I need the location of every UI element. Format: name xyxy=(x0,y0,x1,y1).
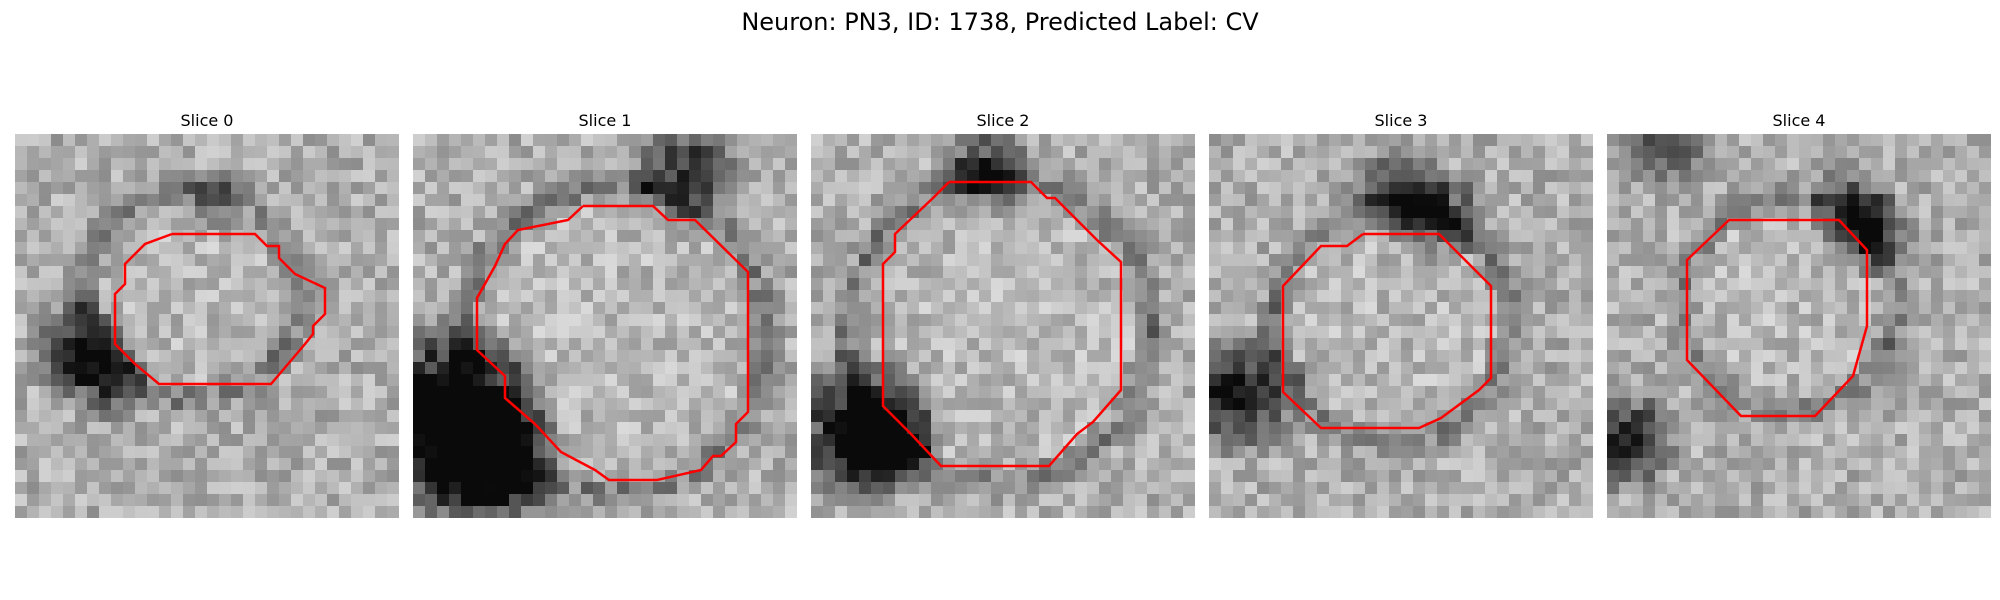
slice-image xyxy=(15,134,399,518)
slice-image xyxy=(811,134,1195,518)
contour-overlay xyxy=(1685,218,1869,418)
slice-image xyxy=(1607,134,1991,518)
slice-title: Slice 1 xyxy=(578,111,632,130)
slice-title: Slice 3 xyxy=(1374,111,1428,130)
contour-overlay xyxy=(881,180,1123,468)
slice-panel-3: Slice 3 xyxy=(1209,110,1593,518)
slice-title: Slice 4 xyxy=(1772,111,1826,130)
cell-contour-outline xyxy=(113,232,327,386)
cell-contour-outline xyxy=(1281,232,1493,430)
slice-image xyxy=(1209,134,1593,518)
slice-title: Slice 2 xyxy=(976,111,1030,130)
contour-overlay xyxy=(475,204,750,482)
cell-contour-outline xyxy=(881,180,1123,468)
figure-title: Neuron: PN3, ID: 1738, Predicted Label: … xyxy=(741,8,1259,36)
contour-overlay xyxy=(1281,232,1493,430)
slice-panel-1: Slice 1 xyxy=(413,110,797,518)
slice-panel-2: Slice 2 xyxy=(811,110,1195,518)
cell-contour-outline xyxy=(1685,218,1869,418)
slice-panel-4: Slice 4 xyxy=(1607,110,1991,518)
contour-overlay xyxy=(113,232,327,386)
slice-panel-0: Slice 0 xyxy=(15,110,399,518)
slice-title: Slice 0 xyxy=(180,111,234,130)
cell-contour-outline xyxy=(475,204,750,482)
